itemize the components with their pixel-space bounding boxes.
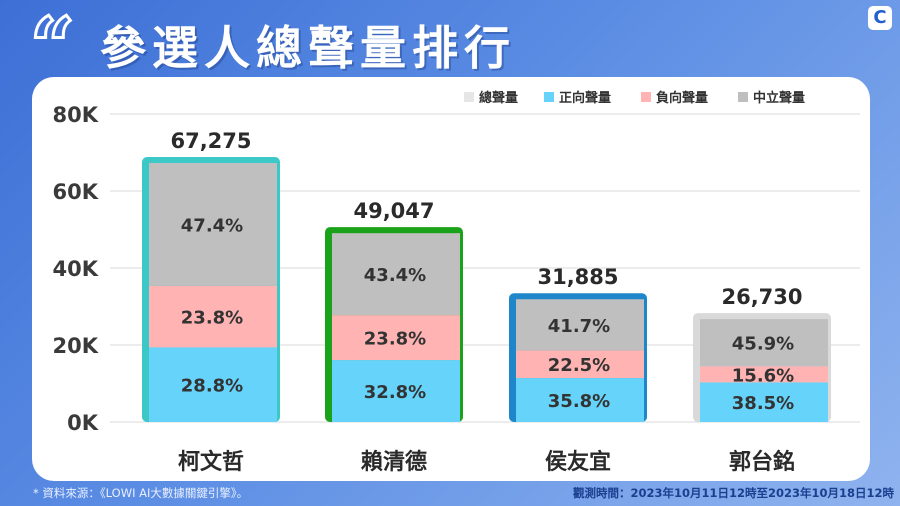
segment-data-label: 28.8%	[181, 376, 243, 397]
segment-data-label: 22.5%	[548, 355, 610, 376]
segment-data-label: 23.8%	[181, 308, 243, 329]
bar-segment-negative	[149, 285, 277, 348]
y-tick-label: 0K	[67, 411, 99, 435]
segment-data-label: 45.9%	[732, 334, 794, 355]
legend-swatch	[544, 92, 554, 102]
bar-segment-positive	[332, 360, 460, 422]
segment-data-label: 32.8%	[364, 382, 426, 403]
bar-total-label: 49,047	[353, 199, 434, 223]
bar-segment-positive	[149, 347, 277, 422]
category-label: 侯友宜	[545, 449, 611, 475]
segment-data-label: 41.7%	[548, 316, 610, 337]
category-label: 賴清德	[361, 449, 427, 475]
category-label: 郭台銘	[729, 449, 795, 475]
y-tick-label: 20K	[53, 334, 99, 358]
category-label: 柯文哲	[178, 449, 244, 475]
bar-segment-neutral	[332, 233, 460, 316]
legend-label: 中立聲量	[753, 90, 805, 106]
segment-data-label: 15.6%	[732, 365, 794, 386]
legend-swatch	[464, 92, 474, 102]
bar-segment-negative	[332, 315, 460, 361]
bar-total-label: 26,730	[721, 285, 802, 309]
y-tick-label: 80K	[53, 103, 99, 127]
bar-segment-positive	[516, 378, 644, 422]
y-tick-label: 40K	[53, 257, 99, 281]
bar-total-label: 67,275	[170, 129, 251, 153]
bar-segment-negative	[700, 366, 828, 383]
observation-period: 觀測時間：2023年10月11日12時至2023年10月18日12時	[572, 486, 894, 500]
legend-label: 負向聲量	[656, 90, 708, 106]
segment-data-label: 35.8%	[548, 391, 610, 412]
bar-segment-positive	[700, 382, 828, 422]
legend-swatch	[641, 92, 651, 102]
bar-segment-neutral	[516, 299, 644, 351]
page-title: 參選人總聲量排行	[100, 21, 516, 75]
bar-total-label: 31,885	[537, 265, 618, 289]
bar-segment-neutral	[700, 319, 828, 367]
segment-data-label: 38.5%	[732, 393, 794, 414]
source-note: * 資料來源：《LOWI AI大數據關鍵引擎》。	[33, 486, 249, 500]
segment-data-label: 47.4%	[181, 215, 243, 236]
segment-data-label: 43.4%	[364, 265, 426, 286]
bar-segment-negative	[516, 350, 644, 379]
bar-segment-neutral	[149, 162, 277, 286]
segment-data-label: 23.8%	[364, 329, 426, 350]
legend-swatch	[738, 92, 748, 102]
y-tick-label: 60K	[53, 180, 99, 204]
brand-logo-icon: C	[868, 6, 892, 30]
legend-label: 正向聲量	[559, 90, 611, 106]
legend-label: 總聲量	[479, 90, 518, 106]
